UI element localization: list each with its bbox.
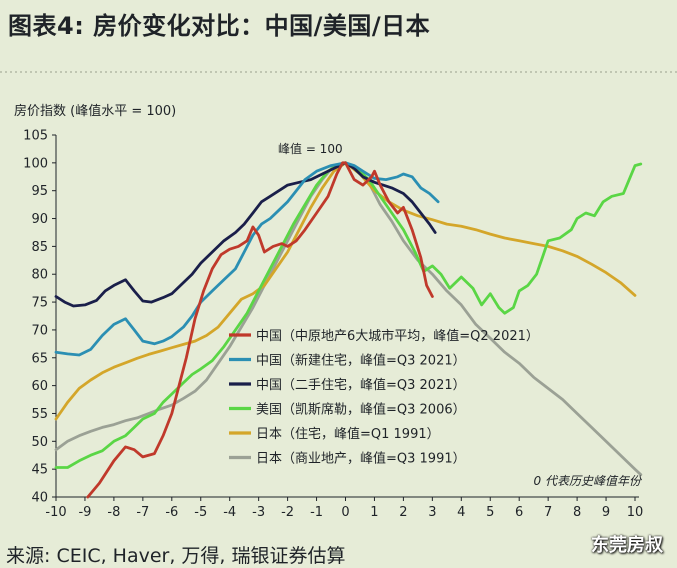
x-tick-label: -9	[78, 505, 91, 520]
x-tick-label: -2	[281, 505, 294, 520]
y-tick-label: 70	[31, 323, 48, 338]
chart-legend: 中国（中原地产6大城市平均，峰值=Q2 2021） 中国（新建住宅，峰值=Q3 2…	[229, 328, 539, 467]
y-tick-label: 75	[31, 296, 48, 311]
y-tick-label: 60	[31, 379, 48, 394]
x-tick-label: -3	[252, 505, 265, 520]
legend-entry: 日本（住宅，峰值=Q1 1991）	[256, 426, 440, 442]
x-tick-label: 1	[370, 505, 378, 520]
watermark: 东莞房叔	[591, 535, 663, 556]
y-axis-label: 房价指数 (峰值水平 = 100)	[14, 104, 177, 119]
x-tick-label: -8	[107, 505, 120, 520]
y-tick-label: 45	[31, 463, 48, 478]
series-line-4	[54, 161, 637, 421]
legend-entry: 日本（商业地产，峰值=Q3 1991）	[256, 451, 466, 467]
legend-entry: 中国（中原地产6大城市平均，峰值=Q2 2021）	[256, 328, 539, 344]
x-tick-label: 0	[341, 505, 349, 520]
x-tick-label: 6	[515, 505, 523, 520]
series-line-2	[54, 161, 437, 308]
x-tick-label: 2	[399, 505, 407, 520]
x-tick-label: -4	[223, 505, 236, 520]
series-line-0	[86, 161, 434, 499]
series-line-1	[54, 161, 440, 357]
x-tick-label: 8	[573, 505, 581, 520]
y-tick-label: 90	[31, 212, 48, 227]
x-tick-label: 7	[544, 505, 552, 520]
x-tick-label: 4	[457, 505, 465, 520]
y-tick-label: 50	[31, 435, 48, 450]
y-tick-label: 65	[31, 351, 48, 366]
y-tick-label: 100	[23, 156, 48, 171]
x-tick-label: 10	[627, 505, 644, 520]
x-tick-label: -1	[310, 505, 323, 520]
legend-entry: 中国（二手住宅，峰值=Q3 2021）	[256, 377, 466, 393]
x-tick-label: 5	[486, 505, 494, 520]
source-note: 来源: CEIC, Haver, 万得, 瑞银证券估算	[6, 545, 346, 567]
series-line-3	[54, 161, 643, 469]
x-tick-label: -10	[45, 505, 66, 520]
legend-entry: 中国（新建住宅，峰值=Q3 2021）	[256, 353, 466, 369]
legend-entry: 美国（凯斯席勒，峰值=Q3 2006）	[256, 402, 466, 418]
y-tick-label: 40	[31, 491, 48, 506]
x-tick-label: -6	[165, 505, 178, 520]
x-tick-label: -5	[194, 505, 207, 520]
y-tick-label: 55	[31, 407, 48, 422]
y-tick-label: 85	[31, 240, 48, 255]
chart-series	[54, 161, 643, 499]
y-tick-label: 80	[31, 268, 48, 283]
peak-year-note: 0 代表历史峰值年份	[534, 474, 643, 488]
peak-annotation: 峰值 = 100	[278, 141, 343, 156]
x-tick-label: 3	[428, 505, 436, 520]
y-tick-label: 105	[23, 129, 48, 144]
x-tick-label: -7	[136, 505, 149, 520]
y-tick-label: 95	[31, 184, 48, 199]
x-tick-label: 9	[602, 505, 610, 520]
chart-title: 图表4: 房价变化对比：中国/美国/日本	[8, 12, 431, 40]
